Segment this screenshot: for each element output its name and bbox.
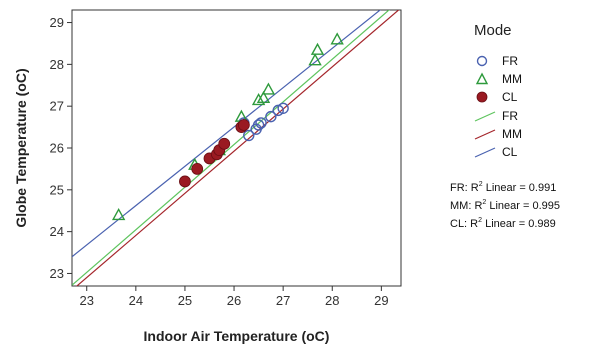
triangle-marker-icon <box>475 72 489 85</box>
circle-marker-icon <box>476 55 488 67</box>
x-tick-label: 26 <box>227 293 241 308</box>
data-point-mm <box>256 90 271 104</box>
x-tick-label: 24 <box>129 293 143 308</box>
y-tick-label: 27 <box>50 99 64 114</box>
y-tick-label: 24 <box>50 224 64 239</box>
legend-item-fr-line: FR <box>474 107 518 125</box>
y-tick-label: 29 <box>50 15 64 30</box>
plot-area <box>71 9 402 287</box>
data-point-cl <box>218 137 231 150</box>
legend-label: CL <box>502 145 518 159</box>
data-point-mm <box>261 82 276 95</box>
data-point-fr <box>243 129 255 142</box>
legend-label: FR <box>502 54 518 68</box>
fit-stat-mm: MM: R2 Linear = 0.995 <box>450 199 560 212</box>
data-point-cl <box>179 175 191 188</box>
data-point-cl <box>237 119 250 131</box>
x-tick-label: 29 <box>374 293 388 308</box>
data-point-mm <box>251 92 266 106</box>
fit-line-mm <box>75 10 400 286</box>
x-tick-label: 27 <box>276 293 290 308</box>
x-tick-label: 23 <box>79 293 93 308</box>
legend-item-cl-marker: CL <box>474 88 517 106</box>
x-tick-label: 25 <box>178 293 192 308</box>
data-point-mm <box>330 32 344 45</box>
fit-line-icon <box>474 111 496 122</box>
data-point-fr <box>265 110 277 123</box>
x-tick-label: 28 <box>325 293 339 308</box>
fit-stat-fr: FR: R2 Linear = 0.991 <box>450 181 557 194</box>
legend-label: FR <box>502 109 518 123</box>
data-point-cl <box>191 163 204 175</box>
dot-marker-icon <box>476 91 488 103</box>
data-point-fr <box>252 119 265 131</box>
legend-item-fr-marker: FR <box>474 52 518 70</box>
data-point-mm <box>308 53 322 66</box>
fit-stat-cl: CL: R2 Linear = 0.989 <box>450 217 556 230</box>
fit-line-fr <box>72 10 390 286</box>
y-tick-label: 25 <box>50 182 64 197</box>
data-point-mm <box>310 42 325 55</box>
legend-title: Mode <box>474 22 512 39</box>
y-tick-label: 23 <box>50 266 64 281</box>
scatter-chart: 23 24 25 26 27 28 29 23 24 25 26 27 28 29 Indoor Air T… <box>13 9 402 344</box>
fit-line-icon <box>474 147 496 158</box>
data-point-fr <box>255 117 267 129</box>
legend-label: MM <box>502 72 522 86</box>
legend-item-mm-line: MM <box>474 125 522 143</box>
legend-label: CL <box>502 90 518 104</box>
y-tick-label: 26 <box>50 141 64 156</box>
fit-line-icon <box>474 129 496 140</box>
plot-content <box>72 10 400 286</box>
y-tick-label: 28 <box>50 57 64 72</box>
legend-label: MM <box>502 127 522 141</box>
legend-item-mm-marker: MM <box>474 70 522 88</box>
data-point-fr <box>272 104 284 117</box>
data-point-fr <box>277 102 289 114</box>
legend-item-cl-line: CL <box>474 143 517 161</box>
data-point-mm <box>111 207 126 221</box>
y-axis-label: Globe Temperature (oC) <box>13 68 29 227</box>
x-axis-label: Indoor Air Temperature (oC) <box>144 328 330 344</box>
